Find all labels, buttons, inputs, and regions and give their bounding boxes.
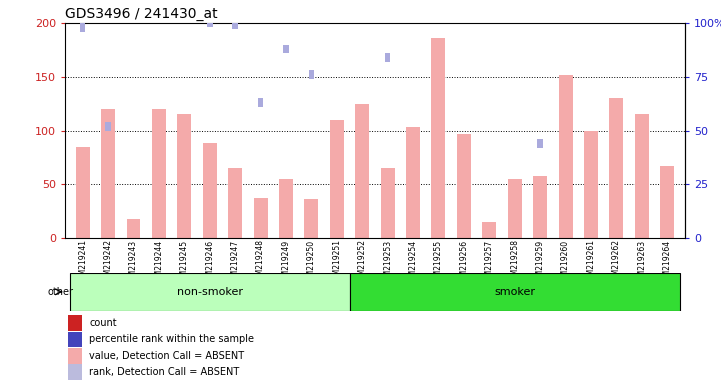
Bar [279,179,293,238]
Bar [461,6,466,15]
Bar [355,104,369,238]
Bar [609,98,624,238]
Text: GDS3496 / 241430_at: GDS3496 / 241430_at [65,7,218,21]
Bar [309,70,314,79]
Bar [152,109,166,238]
Bar [304,199,319,238]
Bar [334,0,340,8]
Bar [80,23,86,31]
Bar [76,147,89,238]
Text: other: other [47,287,73,297]
Bar [584,131,598,238]
Bar [482,222,496,238]
Bar [406,127,420,238]
Bar [68,331,81,347]
Bar [177,114,191,238]
Bar [68,315,81,331]
Bar [68,348,81,364]
Bar [457,134,471,238]
Bar [254,198,267,238]
Bar [660,166,674,238]
Bar [385,53,391,62]
Bar [203,144,217,238]
Bar [228,168,242,238]
Bar [431,38,446,238]
Bar [101,109,115,238]
Bar [350,273,680,311]
Text: value, Detection Call = ABSENT: value, Detection Call = ABSENT [89,351,244,361]
Bar [232,21,238,30]
Bar [381,168,394,238]
Text: percentile rank within the sample: percentile rank within the sample [89,334,254,344]
Bar [258,98,263,107]
Bar [533,176,547,238]
Text: count: count [89,318,117,328]
Bar [126,219,141,238]
Bar [634,114,649,238]
Text: smoker: smoker [494,287,535,297]
Bar [559,74,572,238]
Bar [70,273,350,311]
Text: non-smoker: non-smoker [177,287,243,297]
Bar [207,19,213,27]
Bar [68,364,81,380]
Bar [537,139,543,148]
Bar [508,179,522,238]
Text: rank, Detection Call = ABSENT: rank, Detection Call = ABSENT [89,367,239,377]
Bar [283,45,289,53]
Bar [105,122,111,131]
Bar [329,120,344,238]
